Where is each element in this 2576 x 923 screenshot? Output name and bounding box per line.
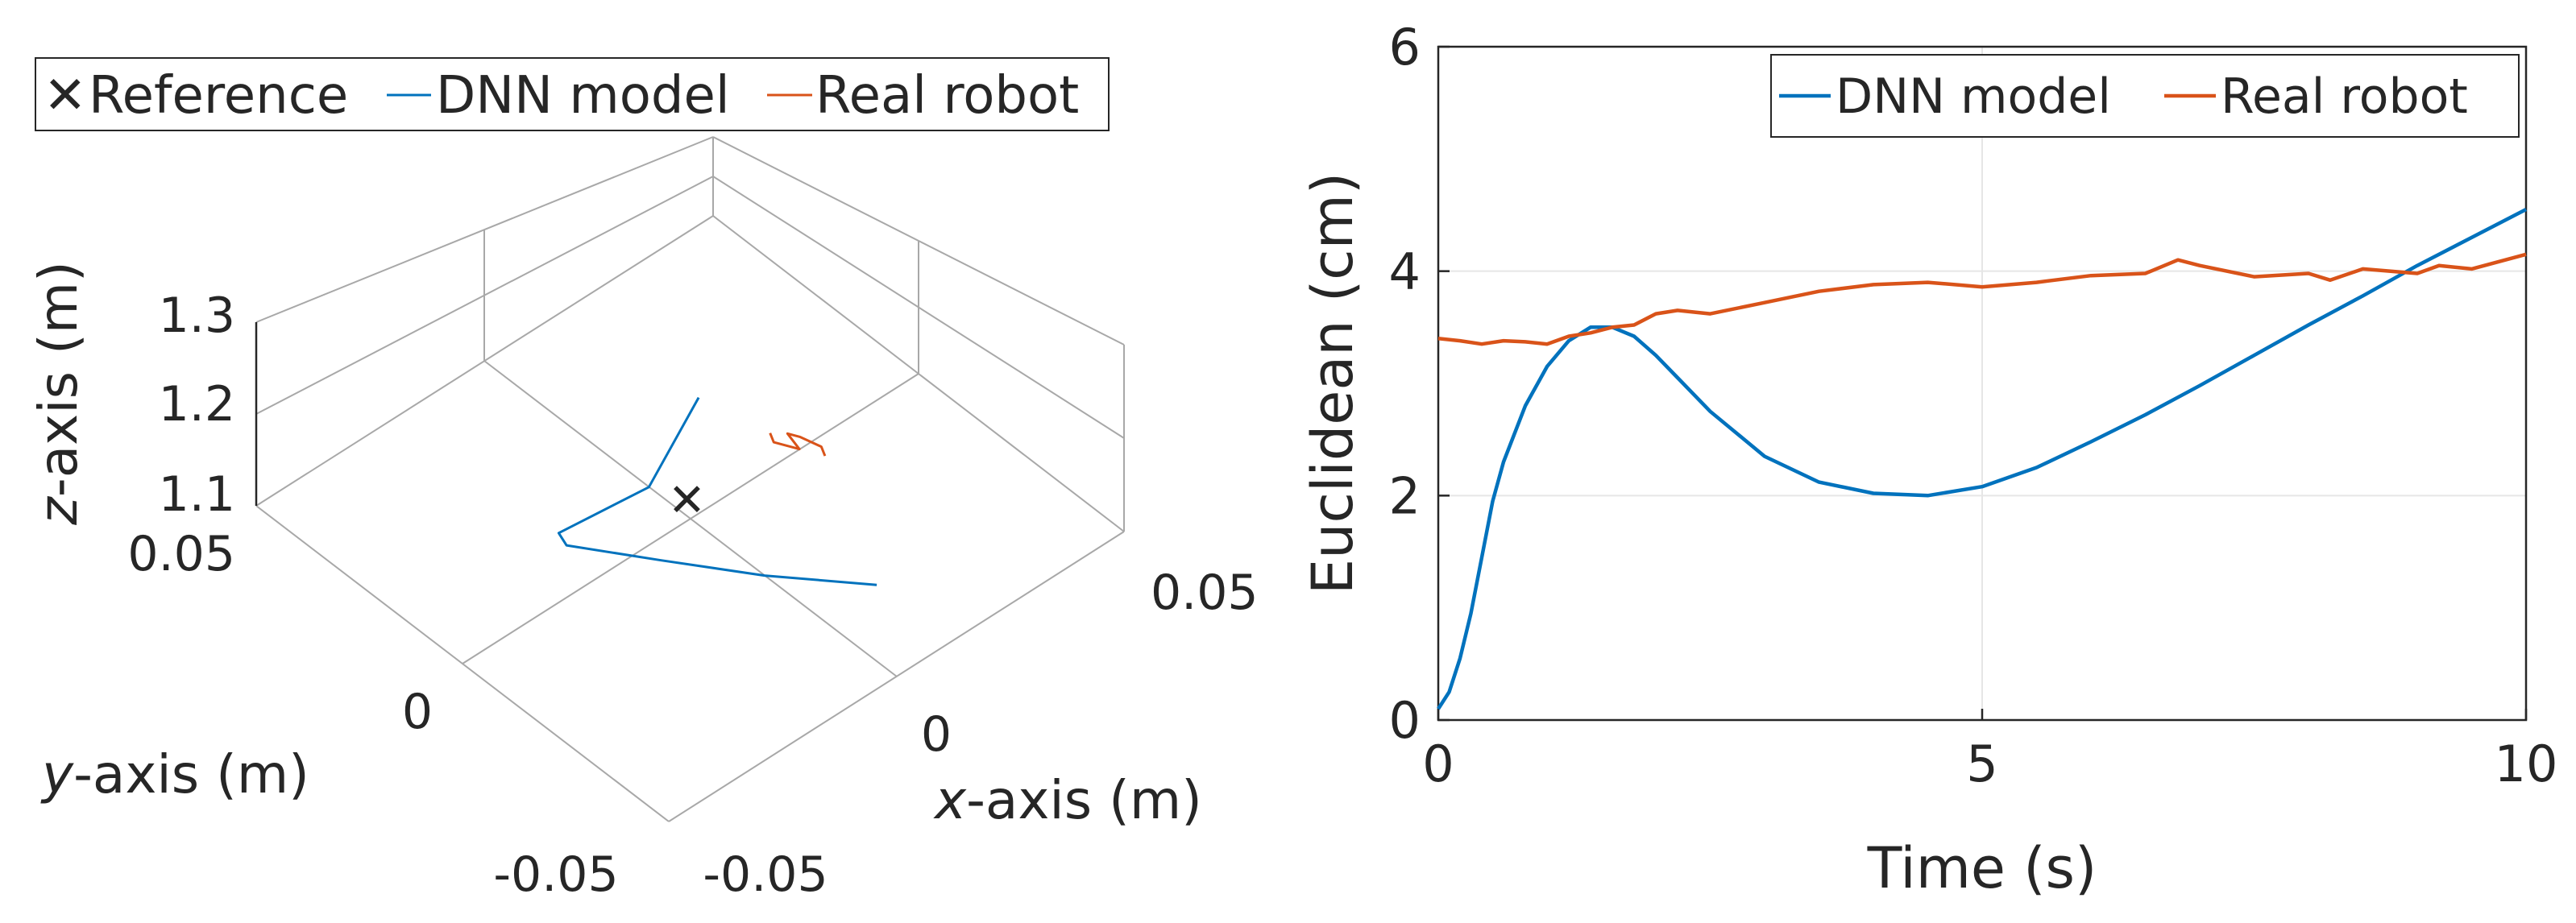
y-tick-label: 4 [1389,242,1421,301]
z-tick-label-extra: 0.05 [127,526,235,582]
3d-trajectory-plot: 1.3 1.2 1.1 0.05 0.05 0 -0.05 0 -0.05 z-… [27,57,1259,903]
z-tick-label: 1.1 [159,466,235,523]
plot2d-legend: DNN model Real robot [1770,54,2520,138]
x-tick-label: 0.05 [1151,565,1259,621]
y-tick-label: 2 [1389,466,1421,525]
euclidean-error-plot: 0 5 10 0 2 4 6 Time (s) Euclidean (cm) DNN mod… [1300,18,2557,901]
x-tick-label: 0 [1422,735,1454,793]
series-line-dnn-model-3d [557,396,877,586]
legend-label-robot: Real robot [2221,68,2468,125]
plot2d-ticks: 0 5 10 0 2 4 6 [1389,18,2558,793]
x-axis-label: x-axis (m) [933,769,1202,831]
x-tick-labels: 0.05 0 -0.05 [703,565,1258,903]
3d-series-group: ✕ [557,396,877,586]
series-line-real-robot [1437,252,2527,346]
z-tick-labels: 1.3 1.2 1.1 0.05 [127,288,235,582]
y-tick-labels: 0 -0.05 [402,684,619,903]
y-tick-label: 0 [1389,691,1421,750]
legend-entry-robot: Real robot [767,66,1079,126]
legend-label-dnn: DNN model [436,66,730,126]
plot2d-y-axis-label: Euclidean (cm) [1300,172,1366,594]
plot2d-x-axis-label: Time (s) [1867,835,2097,901]
legend-label-dnn: DNN model [1836,68,2111,125]
3d-axis-box [255,136,1125,822]
legend-entry-dnn: DNN model [387,66,730,126]
y-tick-label: 6 [1389,18,1421,77]
grid-back-right-z-1-2 [712,176,1125,439]
reference-marker: ✕ [668,474,706,527]
plot2d-grid [1437,46,2527,721]
legend-marker-reference: ✕ [44,66,87,126]
plot2d-series-group [1437,208,2528,710]
legend-entry-reference: ✕ Reference [44,66,348,126]
series-line-real-robot-3d [769,432,827,457]
y-tick-label: -0.05 [493,846,618,903]
plot2d-legend-box [1770,54,2520,138]
3d-legend-box [35,57,1110,131]
x-tick-label: 10 [2495,735,2558,793]
legend-label-robot: Real robot [815,66,1079,126]
y-tick-label: 0 [402,684,433,740]
y-axis-label: y-axis (m) [40,743,309,805]
legend-entry-robot: Real robot [2164,68,2468,125]
z-tick-label: 1.3 [159,288,235,344]
legend-entry-dnn: DNN model [1779,68,2111,125]
legend-label-reference: Reference [89,66,348,126]
grid-floor-y0 [462,373,919,664]
z-axis-label: z-axis (m) [27,261,89,525]
z-tick-label: 1.2 [159,376,235,433]
x-tick-label: -0.05 [703,846,828,903]
x-tick-label: 5 [1966,735,1997,793]
x-tick-label: 0 [921,706,952,763]
grid-back-left-z-1-2 [255,176,714,415]
series-line-dnn-model [1437,208,2528,710]
3d-legend: ✕ Reference DNN model Real robot [35,57,1110,131]
